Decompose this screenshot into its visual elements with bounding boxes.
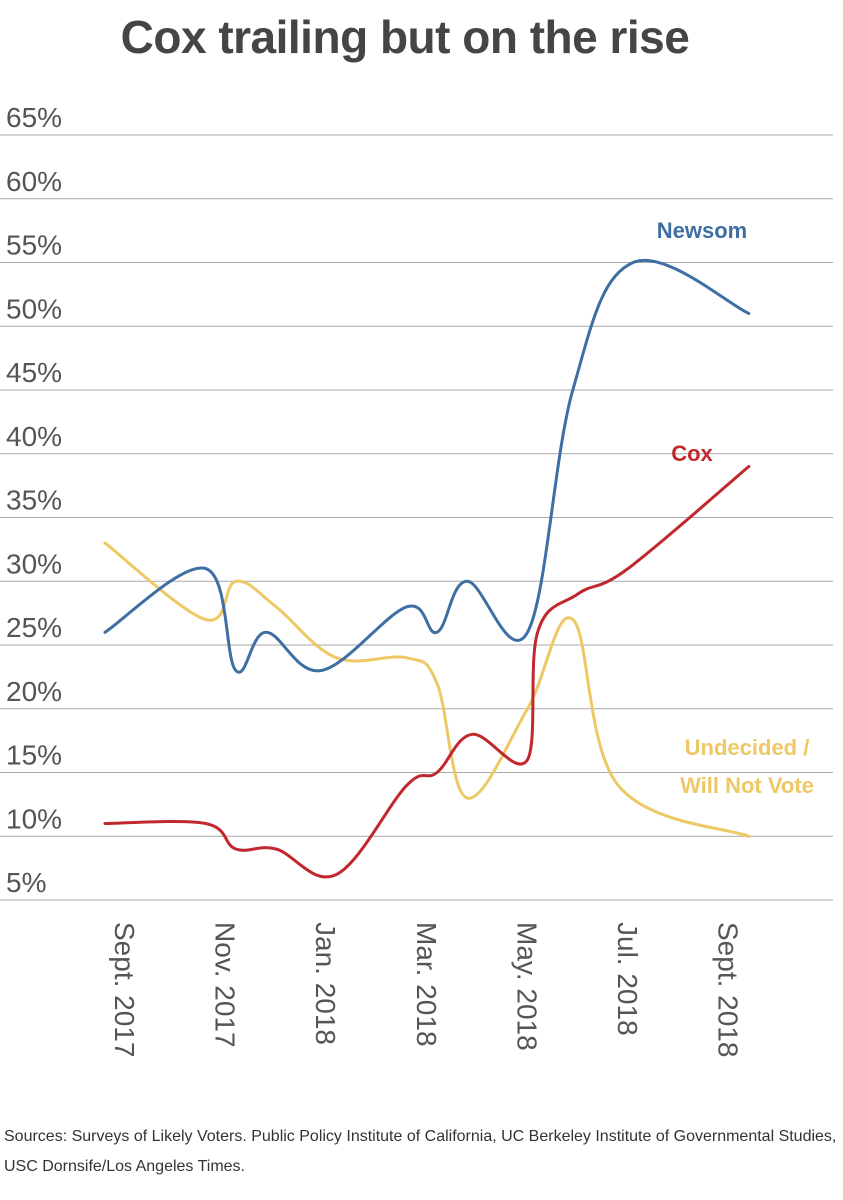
- series-line-cox: [103, 465, 751, 879]
- y-tick-label: 45%: [6, 357, 62, 388]
- line-chart: 5% 10% 15% 20% 25% 30% 35% 40% 45% 50% 55% 60% 65% S…: [0, 102, 833, 1057]
- series-label: Newsom: [657, 218, 747, 243]
- y-tick-label: 10%: [6, 803, 62, 834]
- x-tick-label: Mar. 2018: [411, 922, 442, 1047]
- y-tick-label: 60%: [6, 166, 62, 197]
- x-tick-label: Sept. 2018: [713, 922, 744, 1057]
- y-tick-label: 25%: [6, 612, 62, 643]
- x-tick-label: Sept. 2017: [109, 922, 140, 1057]
- y-tick-label: 5%: [6, 867, 46, 898]
- chart-title: Cox trailing but on the rise: [120, 11, 690, 63]
- x-axis-tick-labels: Sept. 2017 Nov. 2017 Jan. 2018 Mar. 2018 May…: [109, 922, 744, 1057]
- series-line-newsom: [103, 258, 751, 674]
- x-tick-label: Nov. 2017: [210, 922, 241, 1048]
- y-axis-tick-labels: 5% 10% 15% 20% 25% 30% 35% 40% 45% 50% 55% 60% 65%: [6, 102, 62, 898]
- y-tick-label: 30%: [6, 548, 62, 579]
- x-tick-label: Jul. 2018: [612, 922, 643, 1036]
- sources-note: Sources: Surveys of Likely Voters. Publi…: [4, 1128, 837, 1175]
- y-tick-label: 50%: [6, 293, 62, 324]
- x-tick-label: Jan. 2018: [310, 922, 341, 1045]
- series-labels: Newsom Cox Undecided / Will Not Vote: [657, 218, 814, 798]
- y-tick-label: 65%: [6, 102, 62, 133]
- gridlines: [0, 134, 833, 901]
- y-tick-label: 35%: [6, 485, 62, 516]
- y-tick-label: 40%: [6, 421, 62, 452]
- x-tick-label: May. 2018: [511, 922, 542, 1051]
- y-tick-label: 20%: [6, 676, 62, 707]
- series-lines: [103, 258, 751, 879]
- series-line-undecided: [103, 541, 751, 838]
- series-label: Cox: [671, 441, 713, 466]
- y-tick-label: 55%: [6, 230, 62, 261]
- series-label: Will Not Vote: [680, 773, 814, 798]
- y-tick-label: 15%: [6, 740, 62, 771]
- series-label: Undecided /: [685, 735, 810, 760]
